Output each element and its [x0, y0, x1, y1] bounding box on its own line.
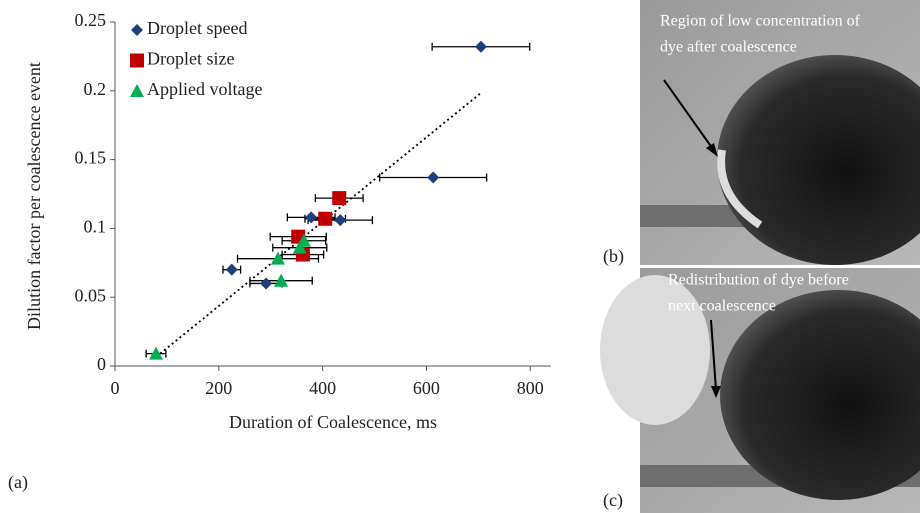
- marker: [332, 191, 346, 205]
- legend-marker: [131, 24, 143, 36]
- marker: [475, 41, 487, 53]
- annotation: next coalescence: [668, 298, 776, 315]
- y-axis-title: Dilution factor per coalescence event: [24, 62, 44, 330]
- x-tick-label: 600: [413, 378, 440, 398]
- legend-label: Droplet size: [147, 49, 234, 69]
- marker: [318, 212, 332, 226]
- marker: [260, 277, 272, 289]
- marker: [226, 264, 238, 276]
- panel-label: (b): [603, 246, 624, 267]
- legend-marker: [130, 84, 144, 97]
- panel-label: (a): [8, 472, 28, 493]
- x-tick-label: 0: [111, 378, 120, 398]
- x-tick-label: 400: [309, 378, 336, 398]
- marker: [427, 171, 439, 183]
- legend-marker: [130, 54, 144, 68]
- y-tick-label: 0.1: [84, 217, 107, 237]
- annotation: dye after coalescence: [660, 39, 797, 56]
- annotation: Region of low concentration of: [660, 13, 861, 30]
- y-tick-label: 0.15: [75, 148, 107, 168]
- legend-label: Applied voltage: [147, 79, 262, 99]
- legend-label: Droplet speed: [147, 18, 247, 38]
- y-tick-label: 0.25: [75, 10, 107, 30]
- figure: Region of low concentration of dye after…: [0, 0, 920, 513]
- panel-label: (c): [603, 490, 623, 511]
- x-tick-label: 800: [517, 378, 544, 398]
- x-axis-title: Duration of Coalescence, ms: [229, 412, 437, 432]
- y-tick-label: 0: [97, 354, 106, 374]
- x-tick-label: 200: [205, 378, 232, 398]
- annotation: Redistribution of dye before: [668, 272, 849, 289]
- y-tick-label: 0.05: [75, 285, 107, 305]
- y-tick-label: 0.2: [84, 79, 107, 99]
- marker: [305, 211, 317, 223]
- marker: [334, 214, 346, 226]
